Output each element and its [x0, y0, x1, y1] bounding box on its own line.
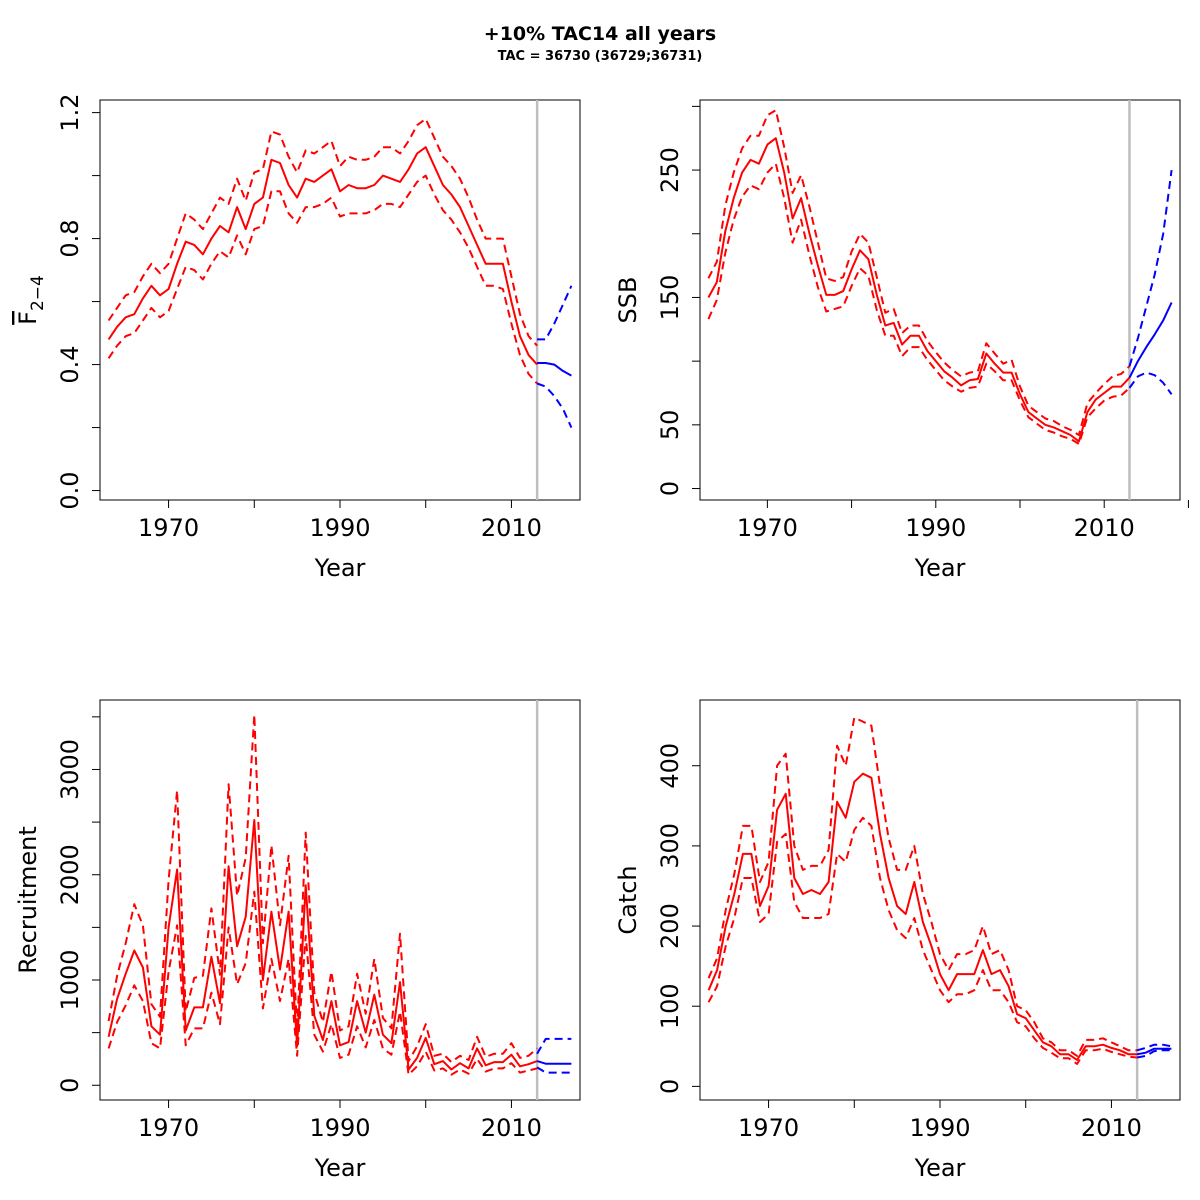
catch-upper-line	[707, 716, 1138, 1057]
recruitment-projection-lower-line	[536, 1066, 572, 1074]
catch-x-tick-label: 1970	[738, 1114, 799, 1142]
ssb-projection-lower-line	[1128, 371, 1173, 395]
ssb-x-tick-label: 2010	[1074, 514, 1135, 542]
ssb-y-tick-label: 0	[656, 481, 684, 496]
recruitment-y-tick-label: 0	[56, 1078, 84, 1093]
fbar-x-tick-label: 2010	[481, 514, 542, 542]
fbar-upper-line	[107, 117, 538, 347]
catch-plot-frame	[699, 699, 1181, 1101]
ssb-y-tick-label: 50	[656, 410, 684, 441]
ssb-x-axis-label: Year	[914, 554, 966, 582]
recruitment-y-axis-label: Recruitment	[14, 826, 42, 973]
fbar-y-tick-label: 0.8	[56, 219, 84, 257]
recruitment-upper-line	[107, 713, 538, 1064]
ssb-panel: 1970 1990 2010 0 50 150 250 Year SSB	[614, 99, 1189, 582]
catch-y-tick-label: 300	[656, 823, 684, 869]
figure-title: +10% TAC14 all years	[484, 23, 716, 45]
catch-x-tick-label: 2010	[1081, 1114, 1142, 1142]
ssb-x-tick-label: 1970	[737, 514, 798, 542]
catch-estimate-line	[707, 772, 1138, 1061]
catch-projection-line	[1136, 1047, 1172, 1056]
ssb-x-tick-label: 1990	[905, 514, 966, 542]
recruitment-lower-line	[107, 890, 538, 1076]
ssb-projection-line	[1128, 302, 1173, 379]
fbar-y-axis-label-main: F	[14, 311, 42, 325]
ssb-estimate-line	[707, 137, 1131, 443]
catch-y-tick-label: 100	[656, 983, 684, 1029]
fbar-y-axis-label-sub: 2−4	[28, 275, 48, 311]
fbar-projection-lower-line	[536, 382, 573, 429]
ssb-y-axis-label: SSB	[614, 277, 642, 324]
catch-projection-upper-line	[1136, 1043, 1172, 1052]
fbar-projection-line	[537, 362, 572, 377]
catch-y-axis-label: Catch	[614, 865, 642, 934]
fbar-y-tick-label: 0.0	[56, 471, 84, 509]
fbar-x-axis-label: Year	[314, 554, 366, 582]
recruitment-panel: 1970 1990 2010 0 1000 2000 3000 Year Recruitment	[14, 699, 581, 1182]
catch-lower-line	[707, 816, 1138, 1065]
recruitment-y-tick-label: 3000	[56, 739, 84, 800]
ssb-y-tick-label: 250	[656, 147, 684, 193]
fbar-projection-upper-line	[537, 285, 573, 341]
fbar-estimate-line	[107, 146, 538, 366]
fbar-y-tick-label: 0.4	[56, 345, 84, 383]
recruitment-x-tick-label: 1970	[138, 1114, 199, 1142]
fbar-x-tick-label: 1970	[138, 514, 199, 542]
recruitment-x-tick-label: 2010	[481, 1114, 542, 1142]
recruitment-projection-line	[536, 1060, 572, 1065]
recruitment-x-axis-label: Year	[314, 1154, 366, 1182]
ssb-projection-upper-line	[1128, 169, 1173, 367]
catch-panel: 1970 1990 2010 0 100 200 300 400 Year Catch	[614, 699, 1181, 1182]
recruitment-estimate-line	[107, 819, 538, 1071]
ssb-y-tick-label: 150	[656, 275, 684, 321]
recruitment-y-tick-label: 2000	[56, 844, 84, 905]
fbar-y-axis-label: F2−4	[14, 275, 48, 325]
catch-y-tick-label: 0	[656, 1079, 684, 1094]
fbar-plot-frame	[99, 99, 581, 501]
recruitment-y-tick-label: 1000	[56, 949, 84, 1010]
catch-x-tick-label: 1990	[909, 1114, 970, 1142]
ssb-upper-line	[707, 109, 1131, 436]
recruitment-projection-upper-line	[536, 1037, 572, 1055]
fbar-panel: 1970 1990 2010 0.0 0.4 0.8 1.2 Year F2−4	[14, 94, 581, 582]
catch-x-axis-label: Year	[914, 1154, 966, 1182]
catch-y-tick-label: 200	[656, 903, 684, 949]
recruitment-x-tick-label: 1990	[309, 1114, 370, 1142]
fbar-x-tick-label: 1990	[309, 514, 370, 542]
catch-y-tick-label: 400	[656, 743, 684, 789]
figure-subtitle: TAC = 36730 (36729;36731)	[498, 49, 703, 64]
catch-projection-lower-line	[1136, 1049, 1172, 1059]
ssb-lower-line	[707, 162, 1131, 445]
fbar-lower-line	[107, 174, 538, 385]
ssb-plot-frame	[699, 99, 1181, 501]
fbar-y-tick-label: 1.2	[56, 94, 84, 132]
